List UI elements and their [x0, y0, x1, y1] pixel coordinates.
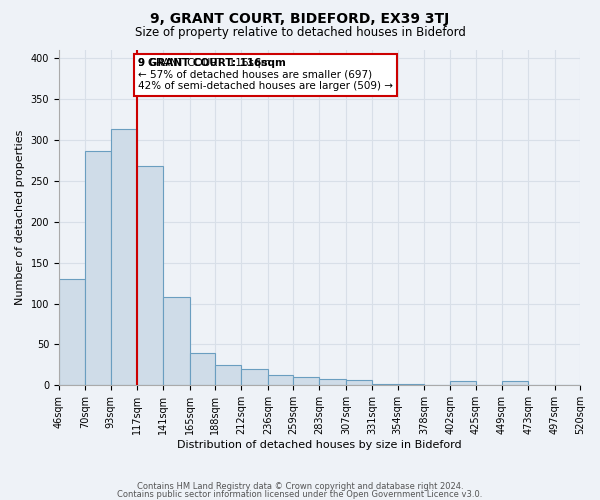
Bar	[241, 369, 268, 386]
Bar	[137, 166, 163, 386]
Y-axis label: Number of detached properties: Number of detached properties	[15, 130, 25, 306]
Bar	[293, 377, 319, 386]
Bar	[319, 379, 346, 386]
Text: 9 GRANT COURT: 116sqm
← 57% of detached houses are smaller (697)
42% of semi-det: 9 GRANT COURT: 116sqm ← 57% of detached …	[138, 58, 393, 92]
Text: 9, GRANT COURT, BIDEFORD, EX39 3TJ: 9, GRANT COURT, BIDEFORD, EX39 3TJ	[151, 12, 449, 26]
Bar	[215, 365, 241, 386]
Text: 9 GRANT COURT: 116sqm: 9 GRANT COURT: 116sqm	[138, 58, 286, 68]
Bar	[502, 382, 529, 386]
Bar	[110, 130, 137, 386]
Bar	[59, 279, 85, 386]
Bar	[190, 352, 215, 386]
Bar	[163, 297, 190, 386]
Bar	[450, 382, 476, 386]
Bar	[85, 150, 110, 386]
Text: Contains HM Land Registry data © Crown copyright and database right 2024.: Contains HM Land Registry data © Crown c…	[137, 482, 463, 491]
Bar	[372, 384, 398, 386]
Text: Contains public sector information licensed under the Open Government Licence v3: Contains public sector information licen…	[118, 490, 482, 499]
Bar	[346, 380, 372, 386]
X-axis label: Distribution of detached houses by size in Bideford: Distribution of detached houses by size …	[177, 440, 462, 450]
Bar	[268, 374, 293, 386]
Bar	[398, 384, 424, 386]
Text: Size of property relative to detached houses in Bideford: Size of property relative to detached ho…	[134, 26, 466, 39]
